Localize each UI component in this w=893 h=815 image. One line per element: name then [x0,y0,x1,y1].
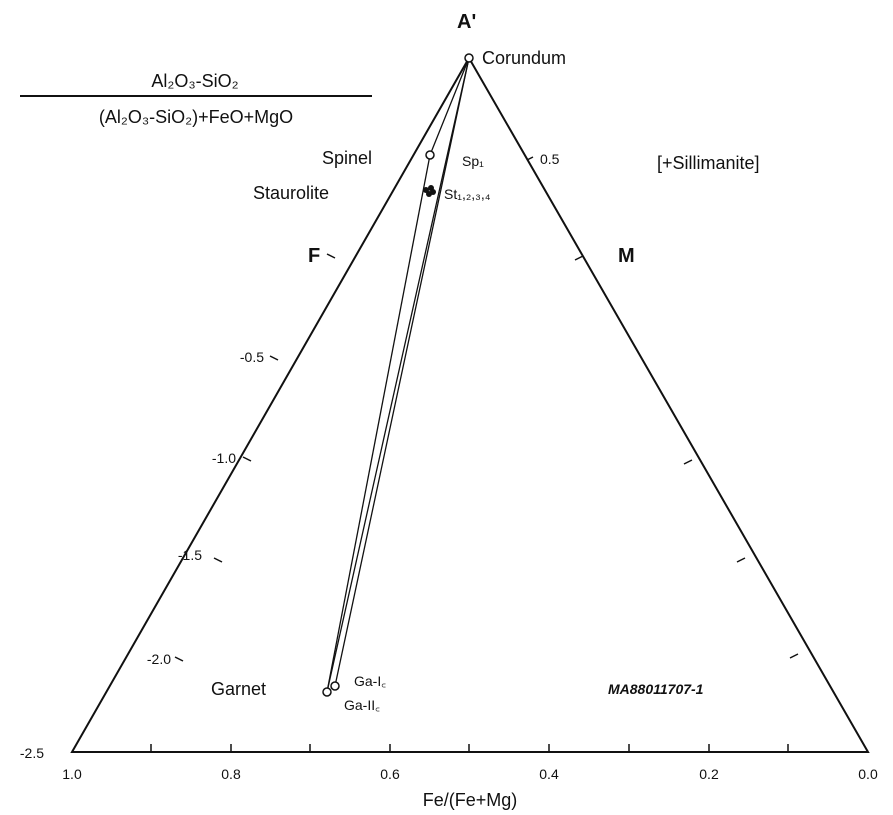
right-edge-ticks [526,156,799,659]
garnet-2-analysis-label: Ga-II꜀ [344,697,380,713]
garnet-1-analysis-label: Ga-I꜀ [354,673,386,689]
left-axis-tick-label: -2.5 [20,745,44,761]
x-axis-tick-label: 0.0 [858,766,878,782]
x-axis-tick-label: 1.0 [62,766,82,782]
formula-numerator: Al₂O₃-SiO₂ [151,71,238,91]
left-edge-label: F [308,245,320,267]
left-axis-tick-label: -1.0 [212,450,236,466]
right-edge-label: M [618,245,635,267]
tie-lines [326,57,470,693]
left-edge-ticks [174,253,336,662]
x-axis-tick-label: 0.8 [221,766,241,782]
garnet-1-point [330,681,340,691]
garnet-2-point [322,687,332,697]
x-axis-tick-label: 0.6 [380,766,400,782]
corundum-label: Corundum [482,48,566,68]
left-axis-tick-label: -1.5 [178,547,202,563]
formula-denominator: (Al₂O₃-SiO₂)+FeO+MgO [99,107,293,127]
left-axis-tick-label: -2.0 [147,651,171,667]
spinel-label: Spinel [322,148,372,168]
apex-label: A' [457,11,476,33]
x-axis-tick-label: 0.4 [539,766,559,782]
right-edge-tick-label: 0.5 [540,151,560,167]
sample-id: MA88011707-1 [608,681,704,697]
spinel-point [425,150,435,160]
spinel-analysis-label: Sp₁ [462,153,484,169]
tie-line-corundum-spinel [429,57,470,156]
left-axis-tick-label: -0.5 [240,349,264,365]
garnet-label: Garnet [211,679,266,699]
bottom-axis-ticks [150,744,789,752]
assemblage-note: [+Sillimanite] [657,153,760,173]
tie-line-spinel-garnet-2 [326,154,431,693]
staurolite-analysis-label: St₁,₂,₃,₄ [444,186,491,202]
x-axis-title: Fe/(Fe+Mg) [423,790,518,810]
staurolite-points [423,185,436,197]
x-axis-tick-label: 0.2 [699,766,719,782]
ternary-triangle [70,55,870,753]
staurolite-label: Staurolite [253,183,329,203]
tie-line-corundum-garnet-2 [326,57,470,693]
tie-line-corundum-garnet-1 [334,57,470,687]
corundum-point [464,53,474,63]
